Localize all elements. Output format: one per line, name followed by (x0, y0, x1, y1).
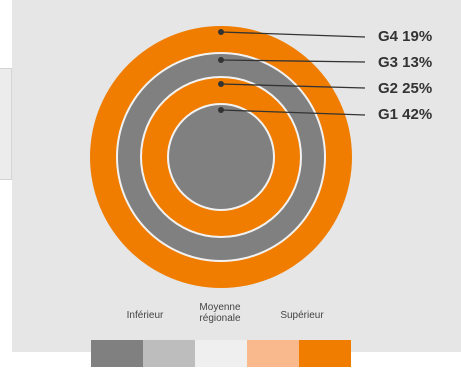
side-tab (0, 68, 12, 180)
ring-label-g1: G1 42% (378, 106, 433, 123)
ring-g1 (169, 105, 273, 209)
legend-label-moyenne: Moyenne régionale (199, 302, 241, 324)
legend-swatch-5 (299, 340, 351, 367)
legend-swatch-4 (247, 340, 299, 367)
marker-dot-g1 (218, 107, 224, 113)
legend-label-superieur: Supérieur (280, 310, 324, 321)
leader-line-g2 (220, 83, 366, 89)
leader-line-g3 (220, 59, 366, 63)
ring-label-g3: G3 13% (378, 54, 433, 71)
legend-swatch-1 (91, 340, 143, 367)
ring-label-g2: G2 25% (378, 80, 433, 97)
leader-line-g1 (220, 109, 366, 116)
legend-swatch-2 (143, 340, 195, 367)
marker-dot-g2 (218, 81, 224, 87)
legend-label-inferieur: Inférieur (126, 310, 164, 321)
leader-line-g4 (220, 31, 366, 38)
legend-swatch-3 (195, 340, 247, 367)
marker-dot-g3 (218, 57, 224, 63)
marker-dot-g4 (218, 29, 224, 35)
ring-label-g4: G4 19% (378, 28, 433, 45)
